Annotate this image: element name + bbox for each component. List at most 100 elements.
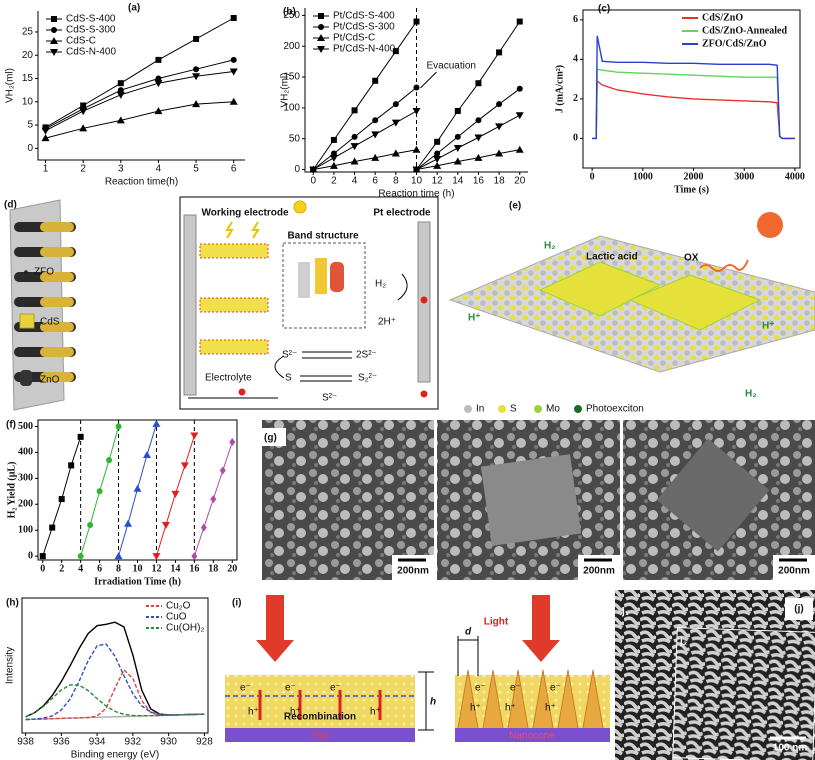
- marker: [230, 56, 237, 63]
- species: Lactic acid: [586, 252, 638, 263]
- marker: [192, 73, 201, 81]
- marker: [329, 161, 338, 169]
- x-tick-label: 0: [310, 176, 316, 187]
- x-tick-label: 14: [452, 176, 464, 187]
- band: [330, 262, 344, 292]
- marker: [516, 85, 523, 92]
- x-tick-label: 8: [116, 563, 121, 574]
- x-tick-label: 6: [231, 164, 237, 175]
- x-tick-label: 938: [17, 737, 34, 748]
- electrode-label: Pt electrode: [373, 208, 431, 219]
- marker: [351, 133, 358, 140]
- marker: [114, 552, 123, 560]
- cds-shell: [40, 297, 74, 307]
- x-tick-label: 2: [80, 164, 86, 175]
- scale-text: 200nm: [583, 566, 615, 577]
- x-tick-label: 5: [193, 164, 199, 175]
- marker: [474, 153, 483, 161]
- legend-marker: [51, 16, 57, 22]
- marker: [155, 75, 162, 82]
- species: H₂: [375, 279, 386, 290]
- cds-shell: [40, 322, 74, 332]
- marker: [117, 87, 124, 94]
- y-tick-label: 5: [27, 120, 33, 131]
- octahedron: [656, 438, 770, 552]
- panel-label: j₁: [621, 607, 629, 618]
- marker: [372, 117, 379, 124]
- marker: [412, 166, 421, 174]
- y-tick-label: 20: [22, 50, 34, 61]
- species: 2H⁺: [378, 317, 396, 328]
- marker: [210, 495, 217, 504]
- octahedron: [480, 454, 582, 546]
- scale-text: 200nm: [397, 566, 429, 577]
- legend-text: Pt/CdS-S-400: [333, 11, 395, 22]
- marker: [180, 462, 189, 470]
- light-label: Light: [484, 617, 509, 628]
- x-tick-label: 4: [352, 176, 358, 187]
- marker: [58, 496, 65, 503]
- marker: [152, 419, 161, 427]
- y-axis-label: J (mA/cm²): [554, 65, 565, 113]
- series-line: [592, 79, 795, 140]
- marker: [80, 102, 87, 109]
- marker: [41, 127, 50, 135]
- marker: [372, 77, 379, 84]
- in2s3-plate: [628, 274, 762, 331]
- y-tick-label: 300: [18, 473, 33, 484]
- legend-text: ZFO: [34, 267, 54, 278]
- x-tick-label: 10: [411, 176, 423, 187]
- marker: [350, 143, 359, 151]
- sem-image: [672, 627, 815, 760]
- y-tick-label: 150: [283, 72, 300, 83]
- y-tick-label: 0: [294, 164, 300, 175]
- legend-text: CdS-C: [66, 36, 96, 47]
- marker: [68, 462, 75, 469]
- y-tick-label: 25: [22, 27, 34, 38]
- x-axis-label: Irradiation Time (h): [94, 576, 181, 587]
- x-tick-label: 2: [59, 563, 64, 574]
- y-axis-label: H₂ Yield (μL): [6, 462, 17, 519]
- y-tick-label: 4: [573, 54, 578, 65]
- pitch-label: d: [465, 627, 472, 638]
- marker: [515, 112, 524, 120]
- series-line: [313, 110, 520, 170]
- panel-label: (a): [128, 3, 140, 14]
- legend-text: Cu(OH)₂: [166, 623, 204, 634]
- marker: [154, 80, 163, 88]
- legend-text: CdS-N-400: [66, 47, 116, 58]
- x-tick-label: 0: [590, 171, 595, 182]
- x-tick-label: 20: [227, 563, 237, 574]
- legend-marker: [317, 46, 325, 53]
- legend-text: Mo: [546, 404, 560, 415]
- cds-shell: [40, 372, 74, 382]
- legend-marker: [50, 49, 58, 56]
- x-tick-label: 16: [473, 176, 485, 187]
- marker: [191, 552, 198, 561]
- x-tick-label: 1: [43, 164, 49, 175]
- substrate: [225, 728, 415, 742]
- light-arrow: [256, 595, 294, 662]
- marker: [495, 149, 504, 157]
- carrier-label: e⁻: [510, 683, 521, 694]
- legend-dot: [464, 405, 472, 413]
- marker: [161, 522, 170, 529]
- panel-label: (g): [264, 433, 277, 444]
- sun: [757, 212, 783, 238]
- y-tick-label: 0: [28, 550, 33, 561]
- legend-zno: [20, 370, 32, 386]
- marker: [516, 18, 523, 25]
- x-axis-label: Time (s): [674, 184, 709, 195]
- marker: [350, 157, 359, 165]
- recombination-label: Recombination: [284, 712, 356, 723]
- carrier-label: e⁻: [475, 683, 486, 694]
- marker: [192, 100, 201, 108]
- marker: [106, 457, 113, 464]
- marker: [77, 553, 84, 560]
- marker: [115, 423, 122, 430]
- legend-marker: [51, 27, 57, 33]
- substrate-label: Nanocone: [509, 731, 555, 742]
- marker: [124, 519, 133, 527]
